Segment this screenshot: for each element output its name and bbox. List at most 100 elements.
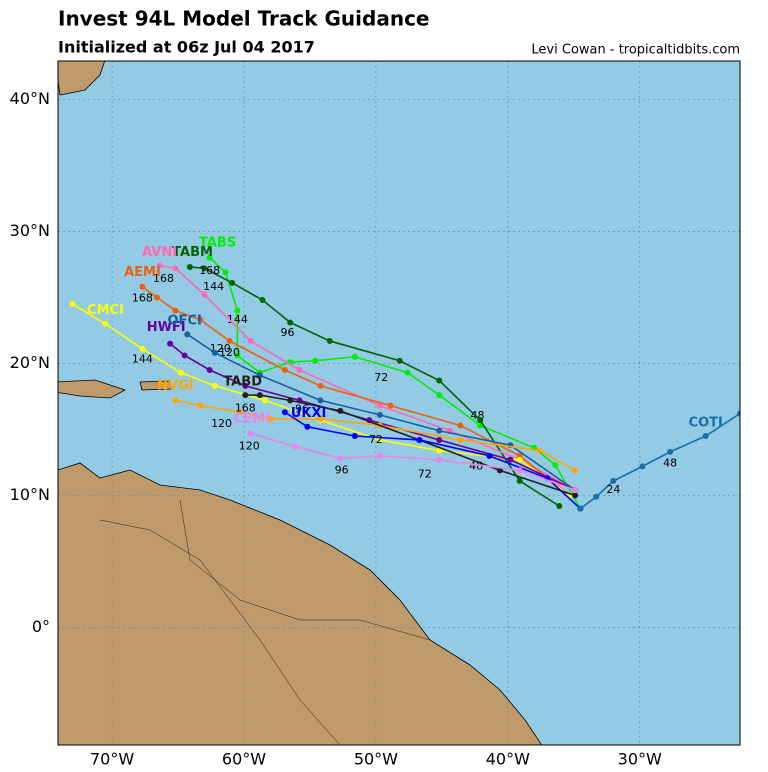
track-point (572, 487, 579, 494)
forecast-hour-label: 168 (199, 264, 220, 277)
lon-tick-label: 30°W (618, 750, 662, 769)
track-point (376, 402, 383, 409)
track-point (197, 402, 204, 409)
track-point (292, 443, 299, 450)
credit: Levi Cowan - tropicaltidbits.com (531, 43, 740, 58)
forecast-hour-label: 24 (606, 483, 620, 496)
track-point (167, 340, 174, 347)
track-point (351, 433, 358, 440)
forecast-hour-label: 120 (239, 440, 260, 453)
track-point (201, 265, 208, 272)
track-point (610, 477, 617, 484)
track-point (317, 415, 324, 422)
track-point (312, 357, 319, 364)
track-point (477, 417, 484, 424)
track-point (593, 493, 600, 500)
track-point (516, 456, 523, 463)
track-point (376, 436, 383, 443)
track-point (247, 430, 254, 437)
forecast-hour-label: 72 (374, 371, 388, 384)
track-point (556, 502, 563, 509)
model-label: CEMI (234, 411, 270, 426)
track-point (436, 427, 443, 434)
track-point (156, 262, 163, 269)
track-point (416, 436, 423, 443)
forecast-hour-label: 168 (132, 292, 153, 305)
lon-tick-label: 50°W (354, 750, 398, 769)
track-point (172, 265, 179, 272)
track-point (317, 397, 324, 404)
forecast-hour-label: 48 (663, 457, 677, 470)
track-point (457, 436, 464, 443)
track-point (507, 456, 514, 463)
track-point (516, 467, 523, 474)
model-label: AVNI (142, 245, 177, 260)
track-point (247, 337, 254, 344)
model-label: COTI (689, 415, 723, 430)
track-point (281, 409, 288, 416)
track-point (102, 320, 109, 327)
track-point (287, 319, 294, 326)
track-point (287, 397, 294, 404)
track-point (436, 392, 443, 399)
track-point (184, 331, 191, 338)
track-point (337, 407, 344, 414)
forecast-hour-label: 96 (335, 463, 349, 476)
track-point (457, 422, 464, 429)
track-point (242, 392, 249, 399)
track-point (436, 436, 443, 443)
track-line (186, 333, 576, 491)
model-label: HWFI (147, 320, 186, 335)
track-point (201, 291, 208, 298)
track-point (516, 477, 523, 484)
track-point (496, 467, 503, 474)
model-label: TABM (172, 245, 213, 260)
track-point (304, 423, 311, 430)
forecast-hour-label: 120 (211, 417, 232, 430)
model-label: CMCI (87, 303, 124, 318)
track-point (139, 345, 146, 352)
track-point (702, 433, 709, 440)
model-label: NVGI (157, 378, 193, 393)
lat-tick-label: 30°N (10, 221, 50, 240)
lat-tick-label: 20°N (10, 353, 50, 372)
track-point (572, 467, 579, 474)
track-point (536, 447, 543, 454)
track-point (296, 366, 303, 373)
track-point (572, 492, 579, 499)
track-point (387, 402, 394, 409)
track-point (259, 297, 266, 304)
track-point (396, 357, 403, 364)
track-point (237, 409, 244, 416)
forecast-hour-label: 72 (418, 467, 432, 480)
track-point (172, 307, 179, 314)
track-point (267, 415, 274, 422)
subtitle: Initialized at 06z Jul 04 2017 (58, 38, 315, 57)
lat-tick-label: 40°N (10, 89, 50, 108)
forecast-hour-label: 120 (219, 346, 240, 359)
track-point (234, 307, 241, 314)
track-line (209, 257, 582, 510)
track-point (337, 455, 344, 462)
track-point (222, 269, 229, 276)
forecast-hour-label: 96 (295, 403, 309, 416)
forecast-hour-label: 96 (281, 326, 295, 339)
track-point (477, 422, 484, 429)
forecast-hour-label: 168 (153, 272, 174, 285)
track-point (667, 448, 674, 455)
track-point (552, 462, 559, 469)
model-label: TABS (199, 236, 236, 251)
track-point (186, 263, 193, 270)
lat-tick-label: 10°N (10, 485, 50, 504)
title: Invest 94L Model Track Guidance (58, 7, 430, 31)
track-point (326, 337, 333, 344)
track-point (69, 300, 76, 307)
track-point (229, 279, 236, 286)
track-point (153, 294, 160, 301)
model-label: UKXI (291, 406, 327, 421)
track-point (177, 369, 184, 376)
lat-tick-label: 0° (32, 617, 50, 636)
track-point (211, 382, 218, 389)
track-point (639, 463, 646, 470)
